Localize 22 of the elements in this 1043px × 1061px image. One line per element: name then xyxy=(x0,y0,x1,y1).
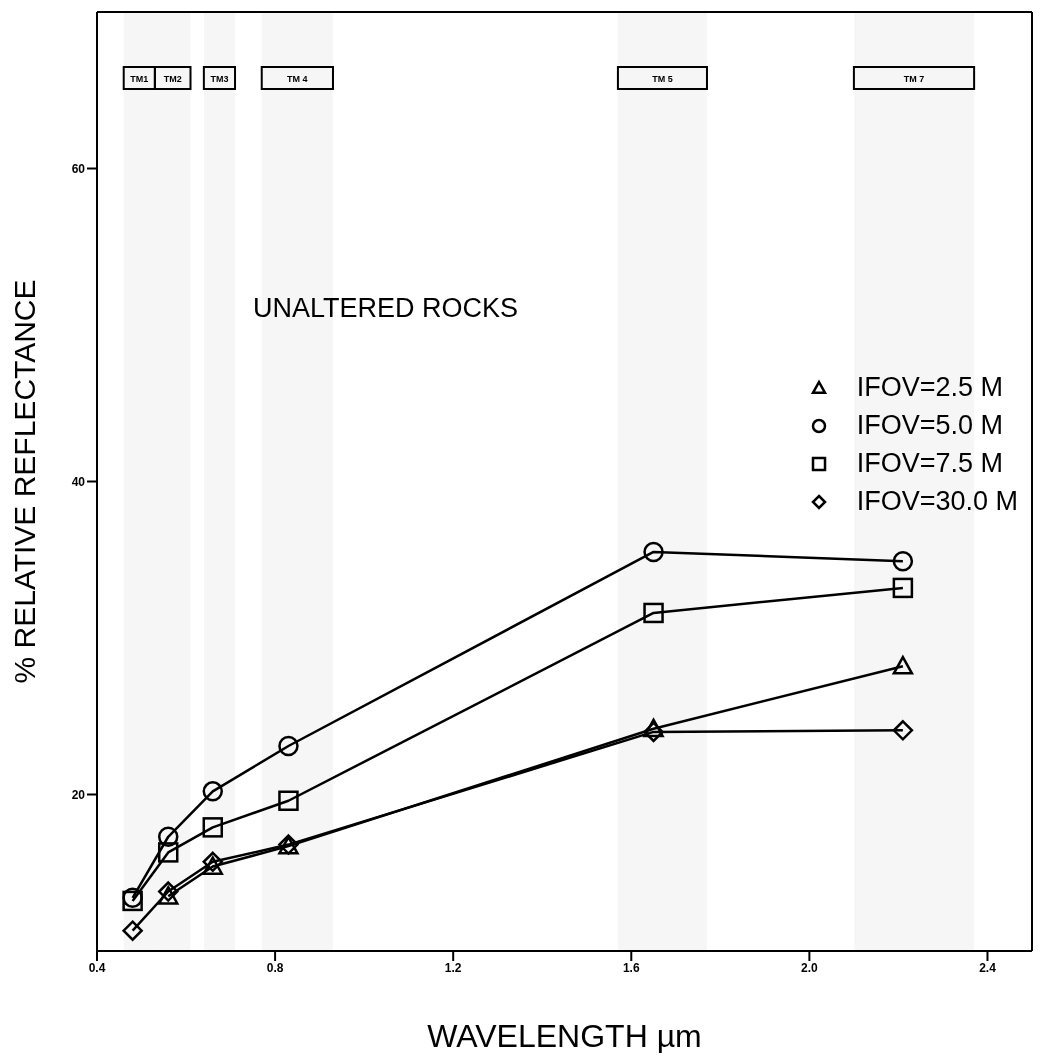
band-label: TM3 xyxy=(210,74,229,84)
x-tick-label: 0.8 xyxy=(266,960,284,975)
legend-label: IFOV=7.5 M xyxy=(856,447,1003,479)
band-label: TM 5 xyxy=(652,74,673,84)
x-tick-label: 1.2 xyxy=(444,960,462,975)
y-tick-label: 40 xyxy=(71,474,86,489)
band-label: TM 4 xyxy=(287,74,308,84)
x-tick-label: 0.4 xyxy=(88,960,106,975)
band-label: TM1 xyxy=(130,74,149,84)
annotation: UNALTERED ROCKS xyxy=(253,293,519,324)
band-label: TM2 xyxy=(163,74,182,84)
y-tick-label: 60 xyxy=(71,161,86,176)
x-axis-title: WAVELENGTH µm xyxy=(427,1018,702,1054)
x-tick-label: 1.6 xyxy=(622,960,640,975)
x-tick-label: 2.4 xyxy=(979,960,997,975)
legend-label: IFOV=2.5 M xyxy=(856,371,1003,403)
band-label: TM 7 xyxy=(903,74,925,84)
y-tick-label: 20 xyxy=(71,787,86,802)
x-tick-label: 2.0 xyxy=(801,960,819,975)
y-axis-title: % RELATIVE REFLECTANCE xyxy=(7,279,41,684)
legend-label: IFOV=30.0 M xyxy=(856,485,1018,517)
legend-label: IFOV=5.0 M xyxy=(856,409,1003,441)
